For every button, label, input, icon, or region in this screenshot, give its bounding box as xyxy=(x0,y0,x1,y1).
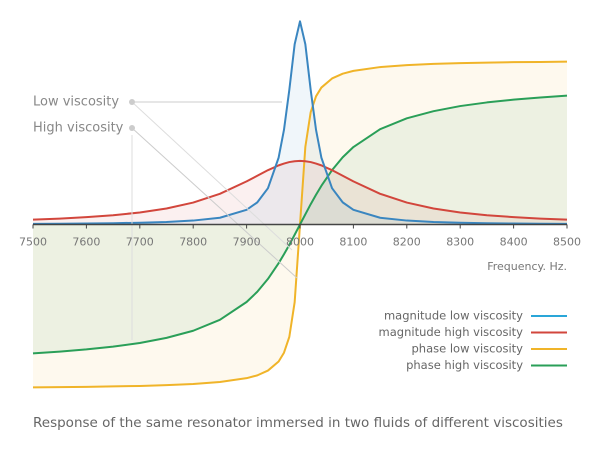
series-line xyxy=(32,20,568,225)
x-tick-label: 7600 xyxy=(72,236,100,249)
annotation: High viscosity xyxy=(33,121,124,136)
x-tick-label: 7800 xyxy=(179,236,207,249)
x-axis: 7500 7600 7700 7800 7900 8000 8100 8200 8300 8400… xyxy=(19,223,581,249)
annotation-leader xyxy=(131,101,293,251)
x-tick-label: 8100 xyxy=(339,236,367,249)
x-tick-label: 8300 xyxy=(446,236,474,249)
caption: Response of the same resonator immersed … xyxy=(33,415,563,431)
annotation-dot xyxy=(129,125,135,131)
series-line xyxy=(32,159,568,221)
legend-label: magnitude low viscosity xyxy=(384,309,523,323)
x-tick-label: 8200 xyxy=(393,236,421,249)
area xyxy=(33,61,567,388)
area xyxy=(33,21,567,225)
x-axis-label: Frequency. Hz. xyxy=(487,260,567,273)
legend-label: phase high viscosity xyxy=(406,358,523,372)
annotation-dot xyxy=(129,99,135,105)
x-tick-label: 8000 xyxy=(286,236,314,249)
x-tick-label: 8500 xyxy=(553,236,581,249)
x-tick-label: 7700 xyxy=(126,236,154,249)
annotation-leader xyxy=(131,127,298,279)
legend-label: magnitude high viscosity xyxy=(379,325,524,339)
legend-label: phase low viscosity xyxy=(411,342,523,356)
annotation: Low viscosity xyxy=(33,95,119,110)
legend: magnitude low viscosity magnitude high vi… xyxy=(379,309,567,372)
x-tick-label: 7500 xyxy=(19,236,47,249)
x-tick-label: 7900 xyxy=(233,236,261,249)
x-tick-label: 8400 xyxy=(500,236,528,249)
